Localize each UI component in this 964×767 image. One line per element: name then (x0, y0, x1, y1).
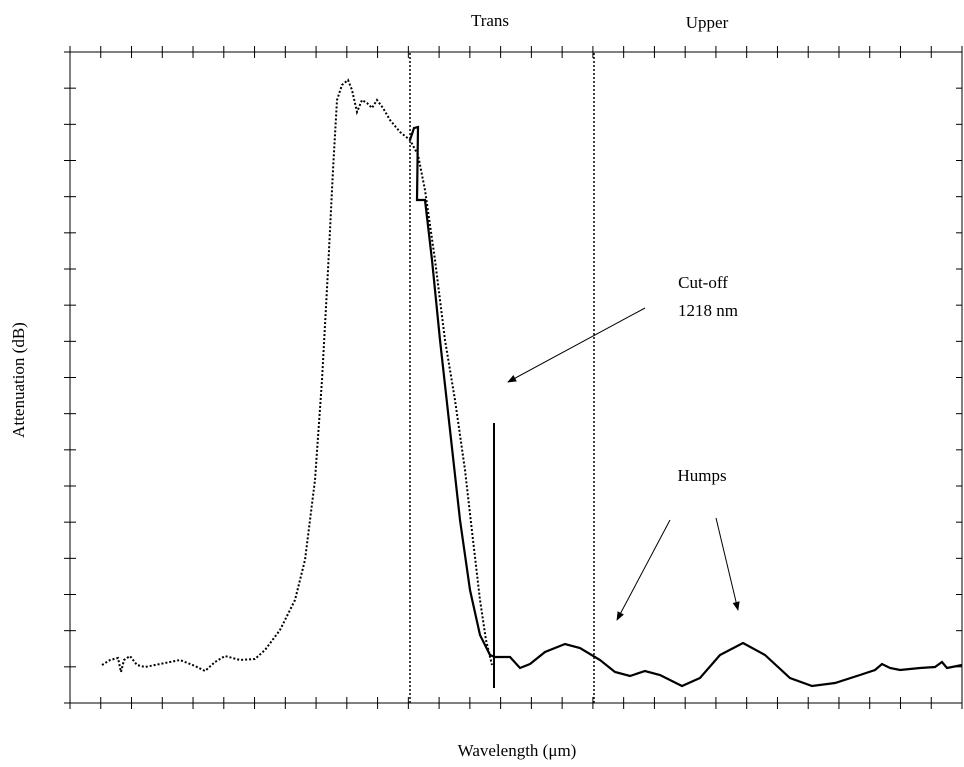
annotation: Humps (677, 466, 726, 485)
data-line (408, 125, 963, 688)
annotation: 1218 nm (678, 301, 738, 320)
annotation: Cut-off (678, 273, 728, 292)
x-axis-label: Wavelength (μm) (458, 741, 577, 760)
annotation: Trans (471, 11, 509, 30)
arrow (616, 519, 671, 621)
data-line (101, 78, 493, 673)
arrow (507, 307, 646, 383)
arrow (715, 517, 740, 611)
annotation: Upper (686, 13, 729, 32)
y-axis-label: Attenuation (dB) (9, 322, 28, 438)
